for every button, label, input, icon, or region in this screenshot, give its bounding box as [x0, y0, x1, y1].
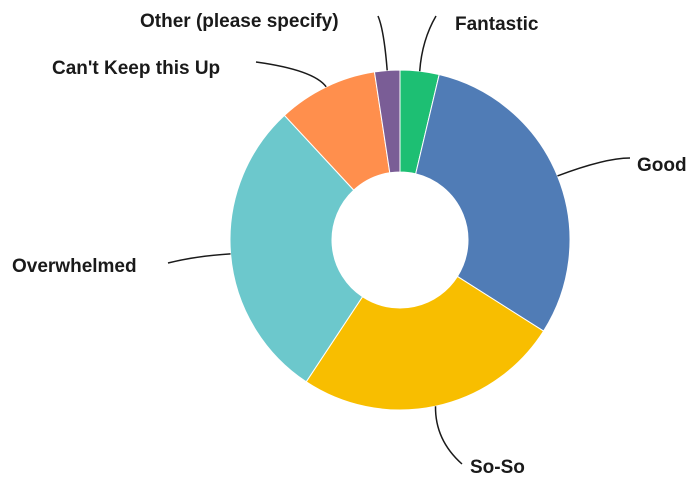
- slice-good: [415, 73, 571, 332]
- leader-line: [557, 157, 631, 177]
- slice-overwhelmed: [229, 114, 364, 383]
- slice-other-please-specify: [373, 69, 401, 174]
- leader-line: [167, 253, 231, 264]
- slice-label: Can't Keep this Up: [52, 58, 220, 79]
- leader-line: [255, 61, 327, 88]
- slice-label: Other (please specify): [140, 11, 339, 32]
- leader-line: [434, 406, 463, 465]
- slice-label: So-So: [470, 457, 525, 478]
- slice-label: Overwhelmed: [12, 256, 137, 277]
- slice-label: Good: [637, 155, 687, 176]
- slice-label: Fantastic: [455, 14, 539, 35]
- leader-line: [418, 15, 437, 72]
- leader-line: [377, 15, 388, 71]
- slice-so-so: [305, 275, 545, 411]
